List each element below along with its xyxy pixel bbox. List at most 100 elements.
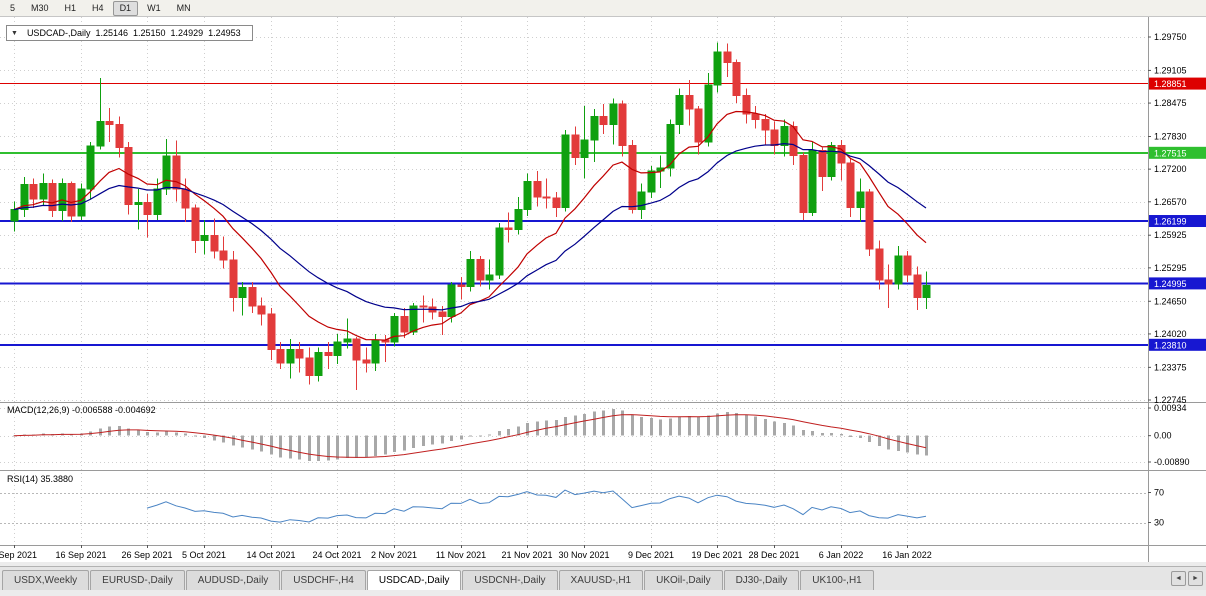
candle: [599, 103, 608, 134]
candle: [191, 204, 200, 254]
candle: [751, 105, 760, 129]
candle: [542, 178, 551, 209]
candle: [333, 333, 342, 364]
candle: [808, 142, 817, 216]
candle: [552, 191, 561, 217]
candle: [39, 173, 48, 206]
rsi-axis[interactable]: 70 30: [1148, 488, 1164, 528]
svg-text:5 Oct 2021: 5 Oct 2021: [182, 550, 226, 560]
candle: [20, 176, 29, 217]
chart-tab-ukoil-daily[interactable]: UKOil-,Daily: [644, 570, 723, 590]
candle: [533, 171, 542, 207]
ohlc-open: 1.25146: [95, 28, 128, 38]
svg-text:0.00: 0.00: [1154, 431, 1172, 441]
candle: [105, 107, 114, 143]
candle: [485, 259, 494, 290]
chart-tab-usdx-weekly[interactable]: USDX,Weekly: [2, 570, 90, 590]
tabs-scroll-left-button[interactable]: ◄: [1171, 571, 1186, 586]
svg-text:1.28475: 1.28475: [1154, 98, 1187, 108]
ma-fast-line: [13, 110, 927, 341]
svg-text:1.25295: 1.25295: [1154, 263, 1187, 273]
candle: [685, 80, 694, 126]
svg-text:1.22745: 1.22745: [1154, 395, 1187, 405]
rsi-indicator-label: RSI(14) 35.3880: [7, 474, 74, 484]
candle: [238, 282, 247, 316]
svg-text:1.29105: 1.29105: [1154, 65, 1187, 75]
svg-text:9 Dec 2021: 9 Dec 2021: [628, 550, 674, 560]
candle: [799, 152, 808, 220]
price-level-label: 1.24995: [1149, 277, 1206, 290]
chart-tab-usdcnh-daily[interactable]: USDCNH-,Daily: [462, 570, 558, 590]
chart-tab-usdcad-daily[interactable]: USDCAD-,Daily: [366, 570, 462, 590]
macd-axis[interactable]: 0.00934 0.00 -0.00890: [1148, 403, 1190, 467]
chart-symbol-ohlc[interactable]: ▼ USDCAD-,Daily 1.25146 1.25150 1.24929 …: [6, 25, 253, 41]
chart-tab-eurusd-daily[interactable]: EURUSD-,Daily: [90, 570, 185, 590]
chart-area: 1.29750 1.29105 1.28475 1.27830 1.27200 1.265…: [0, 17, 1206, 562]
tabs-scroll-controls: ◄ ►: [1171, 571, 1203, 586]
candle: [846, 157, 855, 217]
candle: [713, 42, 722, 93]
candle: [96, 77, 105, 150]
candle: [172, 140, 181, 202]
svg-text:-0.00890: -0.00890: [1154, 457, 1190, 467]
tabs-scroll-right-button[interactable]: ►: [1188, 571, 1203, 586]
candle: [409, 302, 418, 335]
candle: [447, 282, 456, 323]
candle: [827, 142, 836, 181]
chart-tab-usdchf-h4[interactable]: USDCHF-,H4: [281, 570, 366, 590]
candle: [856, 178, 865, 222]
horizontal-price-lines[interactable]: [0, 83, 1148, 346]
candle: [466, 251, 475, 292]
timeframe-button-w1[interactable]: W1: [140, 1, 168, 16]
svg-text:1.23810: 1.23810: [1154, 340, 1187, 350]
date-axis[interactable]: 7 Sep 2021 16 Sep 2021 26 Sep 2021 5 Oct 20…: [0, 545, 932, 560]
svg-text:26 Sep 2021: 26 Sep 2021: [121, 550, 172, 560]
timeframe-button-mn[interactable]: MN: [170, 1, 198, 16]
candle: [257, 297, 266, 326]
chart-tab-dj30-daily[interactable]: DJ30-,Daily: [723, 570, 800, 590]
timeframe-button-m30[interactable]: M30: [24, 1, 56, 16]
candle: [295, 342, 304, 373]
candle: [780, 119, 789, 157]
timeframe-button-d1[interactable]: D1: [112, 0, 139, 16]
timeframe-button-h1[interactable]: H1: [58, 1, 84, 16]
candle: [115, 116, 124, 158]
svg-text:14 Oct 2021: 14 Oct 2021: [246, 550, 295, 560]
svg-text:11 Nov 2021: 11 Nov 2021: [436, 550, 486, 560]
chart-tab-uk100-h1[interactable]: UK100-,H1: [800, 570, 874, 590]
svg-text:7 Sep 2021: 7 Sep 2021: [0, 550, 37, 560]
candle: [86, 142, 95, 200]
svg-text:30: 30: [1154, 518, 1164, 528]
svg-text:1.27830: 1.27830: [1154, 131, 1187, 141]
candle: [647, 166, 656, 199]
chart-tab-xauusd-h1[interactable]: XAUUSD-,H1: [558, 570, 644, 590]
chart-canvas[interactable]: 1.29750 1.29105 1.28475 1.27830 1.27200 1.265…: [0, 17, 1206, 562]
candle: [742, 88, 751, 124]
candle: [153, 178, 162, 220]
chevron-down-icon[interactable]: ▼: [11, 29, 18, 37]
ohlc-close: 1.24953: [208, 28, 241, 38]
chart-tab-audusd-daily[interactable]: AUDUSD-,Daily: [185, 570, 281, 590]
grid: [0, 17, 1148, 545]
timeframe-button-h4[interactable]: H4: [85, 1, 111, 16]
timeframe-button-5[interactable]: 5: [3, 1, 22, 16]
svg-text:1.27515: 1.27515: [1154, 148, 1187, 158]
candle: [732, 59, 741, 103]
svg-text:1.24995: 1.24995: [1154, 279, 1187, 289]
candle: [495, 223, 504, 279]
candle: [818, 147, 827, 191]
timeframe-toolbar: 5 M30 H1 H4 D1 W1 MN: [0, 0, 1206, 17]
candle: [438, 305, 447, 335]
candle: [267, 308, 276, 360]
candles: [10, 42, 931, 390]
svg-text:19 Dec 2021: 19 Dec 2021: [691, 550, 742, 560]
price-axis[interactable]: 1.29750 1.29105 1.28475 1.27830 1.27200 1.265…: [1148, 32, 1206, 405]
candle: [913, 266, 922, 311]
candle: [200, 219, 209, 255]
svg-text:1.28851: 1.28851: [1154, 79, 1187, 89]
candle: [761, 114, 770, 145]
candle: [590, 109, 599, 162]
candle: [124, 142, 133, 215]
price-level-label: 1.23810: [1149, 338, 1206, 351]
macd-indicator-label: MACD(12,26,9) -0.006588 -0.004692: [7, 405, 156, 415]
